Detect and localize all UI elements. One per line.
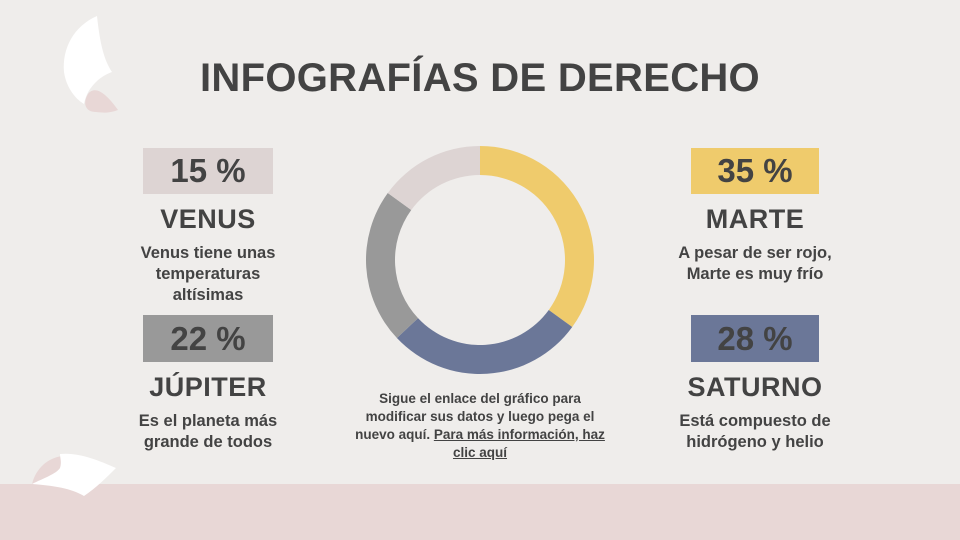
planet-card-jupiter: 22 % JÚPITER Es el planeta más grande de… [108,315,308,453]
paper-leaf-icon [63,16,118,113]
more-info-link[interactable]: Para más información, haz clic aquí [433,427,605,460]
planet-name: VENUS [160,204,256,234]
percent-badge: 28 % [691,315,819,362]
donut-chart-svg [366,146,594,374]
planet-description: Está compuesto de hidrógeno y helio [679,412,831,451]
planet-name: SATURNO [687,372,823,402]
percent-badge: 22 % [143,315,273,362]
planet-description: Venus tiene unas temperaturas altísimas [140,244,276,304]
planet-description: A pesar de ser rojo, Marte es muy frío [678,244,832,283]
bottom-band [0,484,960,540]
chart-caption: Sigue el enlace del gráfico para modific… [352,390,608,462]
planet-name: JÚPITER [149,372,267,402]
planet-description: Es el planeta más grande de todos [138,412,278,451]
donut-segment-marte [480,146,594,328]
caption-text: Sigue el enlace del gráfico para modific… [355,391,595,442]
paper-fold-icon [32,453,116,496]
planet-card-marte: 35 % MARTE A pesar de ser rojo, Marte es… [655,148,855,285]
percent-badge: 15 % [143,148,273,194]
planet-card-venus: 15 % VENUS Venus tiene unas temperaturas… [108,148,308,306]
donut-segment-saturno [396,309,573,374]
donut-segment-venus [387,146,480,211]
percent-badge: 35 % [691,148,819,194]
planet-card-saturno: 28 % SATURNO Está compuesto de hidrógeno… [655,315,855,453]
donut-segment-júpiter [366,192,419,339]
planet-name: MARTE [705,204,805,234]
donut-chart [360,140,600,380]
page-title: INFOGRAFÍAS DE DERECHO [200,56,760,100]
